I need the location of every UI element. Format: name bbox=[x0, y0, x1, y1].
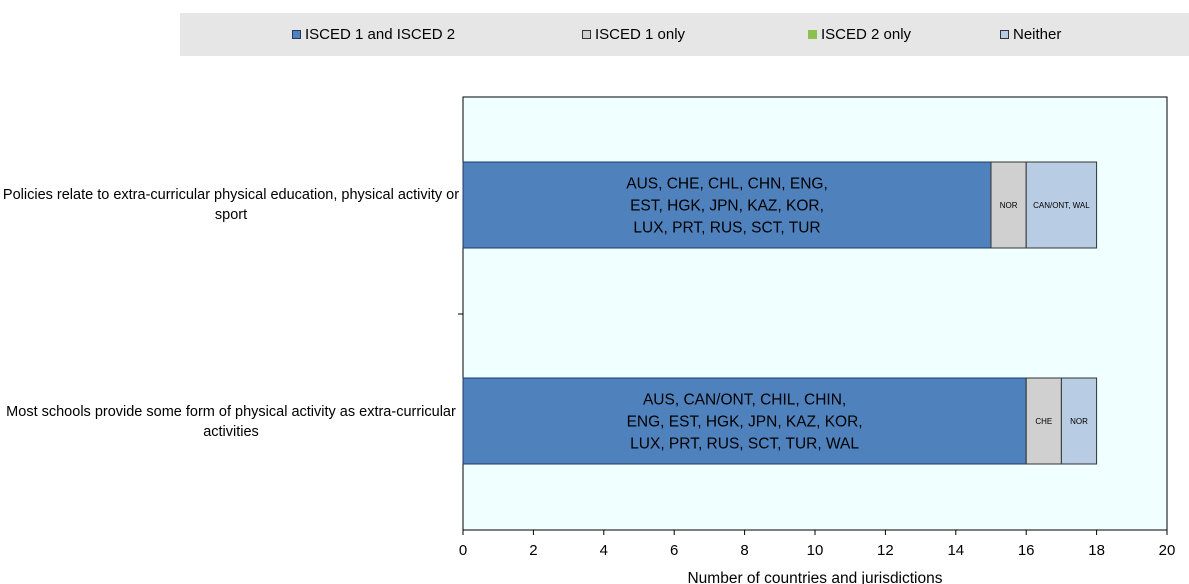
bar-label-isced-1-only-2: CHE bbox=[1035, 417, 1052, 426]
x-tick-label-6: 6 bbox=[670, 542, 678, 559]
legend-swatch-isced-2-only bbox=[808, 30, 817, 39]
legend-label-isced-1-only: ISCED 1 only bbox=[595, 26, 686, 43]
bar-label-isced-1-and-isced-2-1: AUS, CHE, CHL, CHN, ENG, EST, HGK, JPN, K… bbox=[626, 175, 828, 236]
x-tick-label-8: 8 bbox=[740, 542, 748, 559]
bar-neither-1 bbox=[1025, 161, 1098, 249]
legend-label-neither: Neither bbox=[1013, 26, 1062, 43]
x-tick-label-10: 10 bbox=[807, 542, 824, 559]
x-tick-label-12: 12 bbox=[877, 542, 894, 559]
bar-label-neither-2: NOR bbox=[1070, 417, 1088, 426]
legend-item-isced-1-and-2: ISCED 1 and ISCED 2 bbox=[292, 13, 455, 56]
bar-label-isced-1-only-1: NOR bbox=[1000, 201, 1018, 210]
legend-item-isced-1-only: ISCED 1 only bbox=[582, 13, 685, 56]
x-tick-label-16: 16 bbox=[1018, 542, 1035, 559]
legend-swatch-isced-1-and-2 bbox=[292, 30, 301, 39]
x-tick-label-14: 14 bbox=[947, 542, 964, 559]
legend-swatch-isced-1-only bbox=[582, 30, 591, 39]
category-label-policies: Policies relate to extra-curricular phys… bbox=[2, 187, 460, 223]
legend-label-isced-2-only: ISCED 2 only bbox=[821, 26, 912, 43]
bar-isced-1-only-2 bbox=[1025, 377, 1062, 465]
bar-label-isced-1-and-isced-2-2: AUS, CAN/ONT, CHIL, CHIN, ENG, EST, HGK, … bbox=[627, 391, 863, 452]
bar-neither-2 bbox=[1060, 377, 1098, 465]
legend-item-isced-2-only: ISCED 2 only bbox=[808, 13, 911, 56]
legend-label-isced-1-and-2: ISCED 1 and ISCED 2 bbox=[305, 26, 456, 43]
category-label-most-schools: Most schools provide some form of physic… bbox=[6, 404, 456, 440]
bar-isced-1-and-isced-2-2 bbox=[462, 377, 1027, 465]
legend-swatch-neither bbox=[1000, 30, 1009, 39]
x-tick-label-4: 4 bbox=[600, 542, 608, 559]
x-axis-label: Number of countries and jurisdictions bbox=[687, 570, 942, 584]
x-tick-label-18: 18 bbox=[1088, 542, 1105, 559]
legend: ISCED 1 and ISCED 2 ISCED 1 only ISCED 2… bbox=[180, 13, 1189, 56]
legend-item-neither: Neither bbox=[1000, 13, 1061, 56]
x-tick-label-0: 0 bbox=[459, 542, 467, 559]
x-tick-label-20: 20 bbox=[1159, 542, 1176, 559]
bar-label-neither-1: CAN/ONT, WAL bbox=[1033, 201, 1090, 210]
x-tick-label-2: 2 bbox=[529, 542, 537, 559]
